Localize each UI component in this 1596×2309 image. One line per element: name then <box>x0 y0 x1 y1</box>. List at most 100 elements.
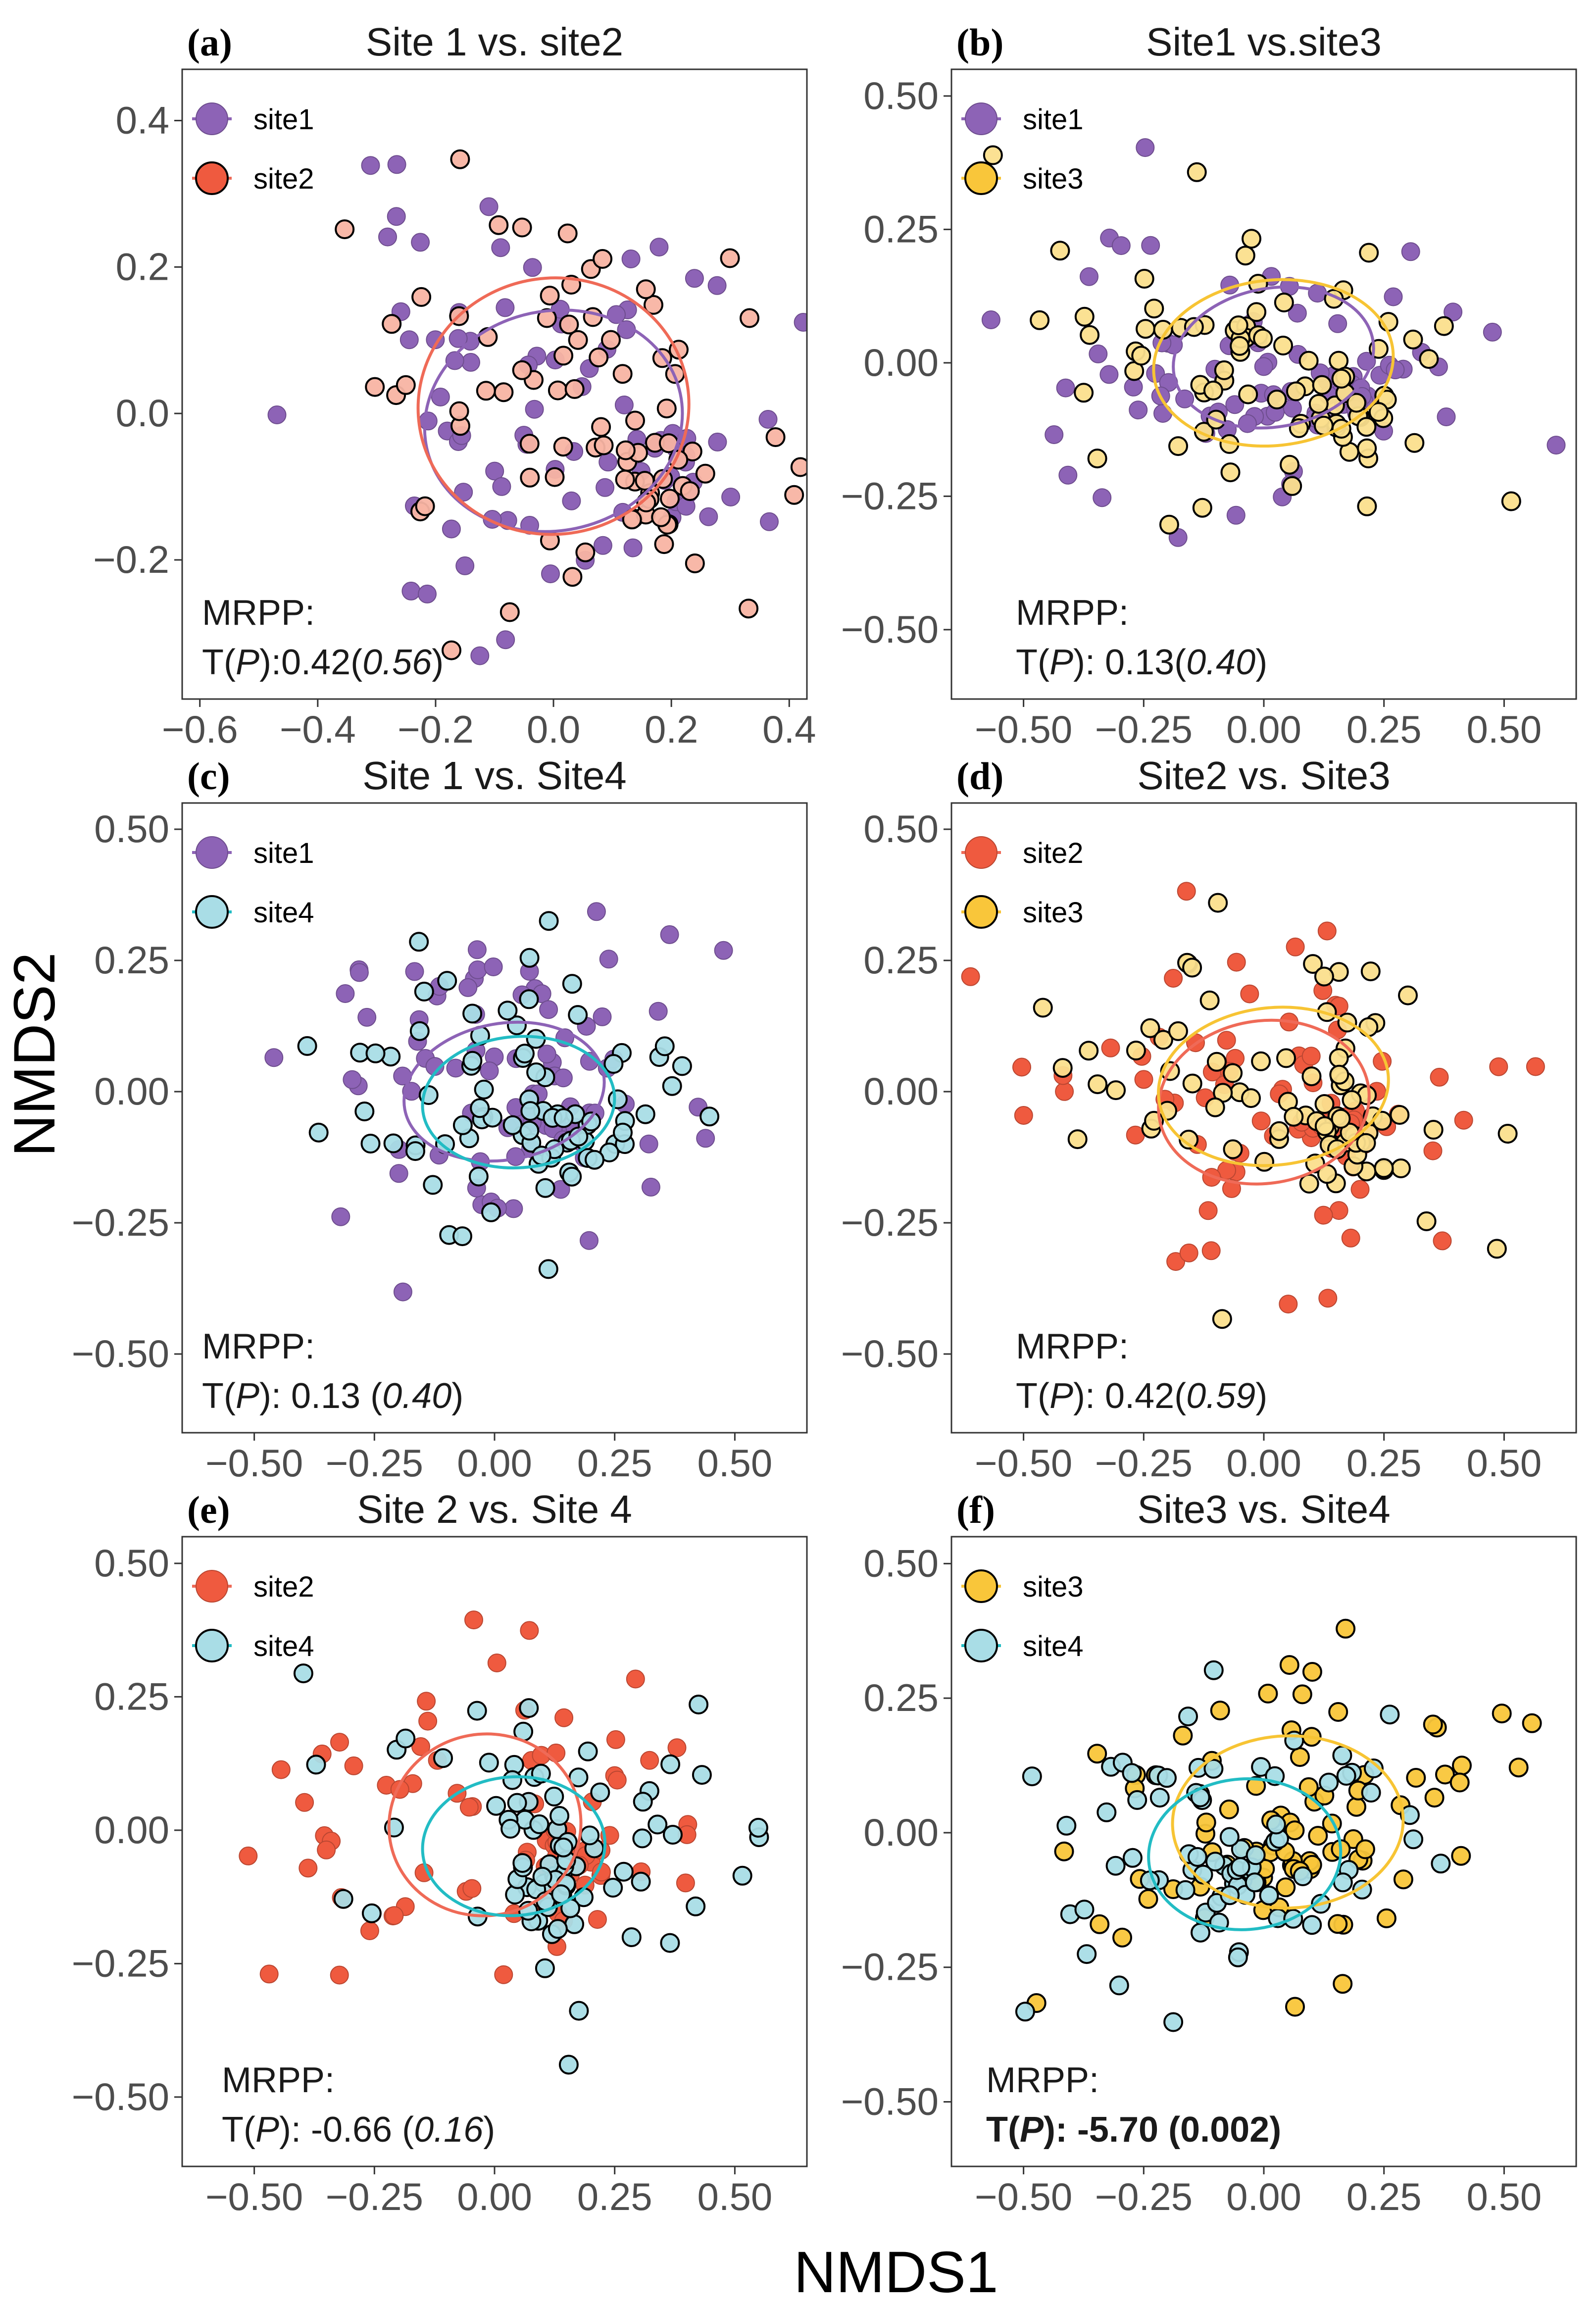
point-site1 <box>479 197 499 216</box>
legend-label-site1: site1 <box>253 103 314 136</box>
point-site3 <box>1131 346 1151 366</box>
point-site4 <box>648 1814 668 1835</box>
point-site2 <box>487 1654 506 1672</box>
point-site1 <box>1141 236 1160 255</box>
point-site1 <box>264 1048 284 1067</box>
point-site3 <box>1246 1776 1266 1796</box>
point-site2 <box>418 1711 438 1731</box>
point-site2 <box>540 286 560 306</box>
mrpp-line2_pre: T( <box>222 2110 255 2150</box>
legend-label-site1: site1 <box>253 837 314 869</box>
point-site3 <box>1302 1662 1322 1682</box>
point-site1 <box>596 478 615 497</box>
point-site2 <box>790 457 807 477</box>
point-site1 <box>981 310 1000 329</box>
point-site1 <box>1384 287 1403 306</box>
point-site1 <box>649 238 669 257</box>
point-site4 <box>520 1101 541 1121</box>
mrpp-line2_pre: T( <box>986 2110 1020 2150</box>
point-site3 <box>1423 1714 1443 1735</box>
point-site4 <box>1056 1815 1077 1836</box>
point-site4 <box>1122 1763 1142 1783</box>
point-site3 <box>1159 514 1179 535</box>
legend-label-site2: site2 <box>253 163 314 195</box>
point-site1 <box>660 925 679 944</box>
point-site1 <box>445 351 464 370</box>
point-site1 <box>496 630 515 650</box>
point-site2 <box>1227 953 1246 972</box>
point-site3 <box>1269 1121 1289 1141</box>
point-site3 <box>1206 1052 1227 1072</box>
point-site4 <box>1157 1768 1177 1788</box>
x-tick-label: 0.2 <box>645 707 698 751</box>
point-site1 <box>541 564 560 584</box>
point-site2 <box>459 1798 479 1817</box>
point-site2 <box>594 435 614 455</box>
point-site2 <box>740 308 759 328</box>
point-site4 <box>585 1150 604 1170</box>
mrpp-line2_p: P <box>1049 643 1073 682</box>
y-tick-label: 0.4 <box>116 99 169 142</box>
point-site4 <box>660 1754 681 1774</box>
mrpp-statistic: T(P): 0.42(0.59) <box>1016 1376 1267 1416</box>
point-site4 <box>535 1178 555 1198</box>
point-site4 <box>1175 1880 1196 1900</box>
point-site3 <box>1314 1116 1335 1136</box>
point-site4 <box>1109 1975 1129 1996</box>
panel-a: Site 1 vs. site2 (a) −0.6 −0.4 −0.2 0.0 0.2 0.4… <box>93 20 816 751</box>
point-site1 <box>357 1007 377 1027</box>
point-site1 <box>387 207 406 226</box>
x-tick-label: 0.00 <box>457 2175 532 2218</box>
point-site3 <box>1328 1702 1348 1722</box>
point-site2 <box>1279 1295 1298 1314</box>
point-site3 <box>1134 269 1154 289</box>
point-site1 <box>537 1045 556 1064</box>
point-site1 <box>523 258 542 277</box>
x-tick-label: 0.00 <box>1226 1441 1301 1485</box>
point-site3 <box>1308 1826 1328 1846</box>
point-site3 <box>1144 299 1164 319</box>
point-site3 <box>1312 375 1332 395</box>
mrpp-statistic: T(P): -5.70 (0.002) <box>986 2110 1281 2150</box>
point-site3 <box>1212 1309 1232 1329</box>
point-site2 <box>1012 1057 1031 1077</box>
ellipse-site3 <box>1157 1005 1390 1167</box>
point-site4 <box>632 1828 652 1849</box>
legend-key-site1 <box>196 102 228 135</box>
panel-b: Site1 vs.site3 (b) −0.50 −0.25 0.00 0.25 0.50 −… <box>841 20 1577 751</box>
y-tick-label: −0.50 <box>841 2080 939 2123</box>
point-site4 <box>672 1056 692 1076</box>
y-tick-label: −0.25 <box>72 1941 169 1985</box>
point-site2 <box>385 1906 404 1925</box>
point-site3 <box>1391 1158 1411 1178</box>
point-site1 <box>525 400 544 419</box>
point-site1 <box>491 238 510 257</box>
y-tick-label: 0.50 <box>94 807 169 851</box>
point-site4 <box>474 1079 494 1100</box>
point-site1 <box>1444 302 1463 322</box>
point-site3 <box>1192 498 1212 518</box>
legend-key-site4 <box>195 1629 229 1662</box>
ellipse-layer <box>416 276 691 536</box>
point-site2 <box>545 467 565 487</box>
point-site2 <box>651 507 671 527</box>
point-site3 <box>1138 1889 1158 1909</box>
point-site2 <box>606 1730 625 1749</box>
point-site4 <box>569 2001 589 2021</box>
point-site3 <box>1228 315 1248 336</box>
point-site3 <box>1274 293 1294 312</box>
point-site1 <box>349 963 369 982</box>
point-site3 <box>1052 1058 1073 1078</box>
point-site3 <box>1254 1152 1274 1172</box>
point-site2 <box>344 1756 363 1775</box>
x-tick-label: 0.25 <box>577 2175 652 2218</box>
point-site4 <box>308 1122 329 1143</box>
point-site4 <box>663 1825 683 1845</box>
point-site1 <box>1437 407 1456 426</box>
point-site3 <box>1079 1041 1099 1061</box>
point-site4 <box>692 1765 712 1785</box>
point-site3 <box>1253 328 1273 349</box>
x-tick-label: 0.25 <box>1347 1441 1422 1485</box>
point-site2 <box>382 314 402 334</box>
mrpp-label: MRPP: <box>202 593 315 633</box>
